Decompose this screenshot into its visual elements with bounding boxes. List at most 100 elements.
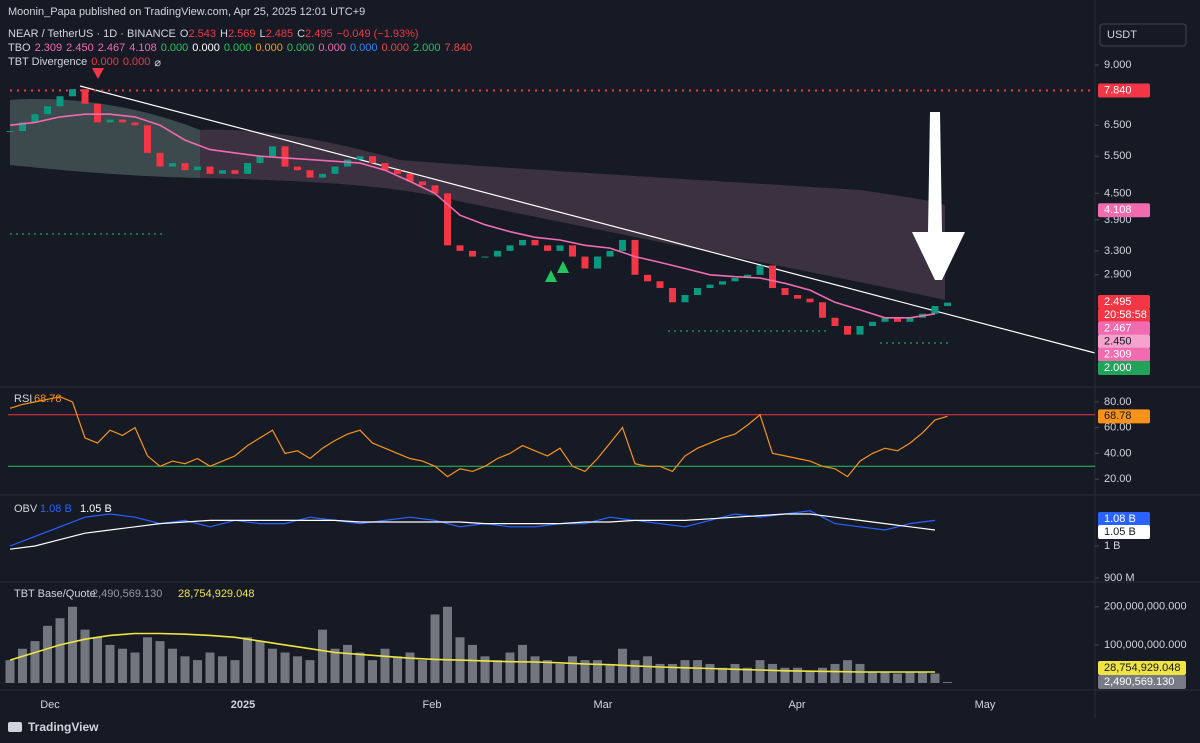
volume-bar bbox=[105, 644, 115, 683]
price-label: 20:58:58 bbox=[1104, 309, 1147, 321]
divergence-name[interactable]: TBT Divergence bbox=[8, 56, 88, 68]
volume-bar bbox=[868, 671, 877, 683]
candle bbox=[594, 256, 601, 269]
volume-bar bbox=[630, 660, 640, 683]
candle bbox=[606, 250, 614, 257]
obv-line bbox=[9, 513, 936, 550]
volume-bar bbox=[743, 667, 752, 683]
volume-bar bbox=[543, 660, 552, 683]
volume-bar bbox=[243, 637, 252, 683]
volume-bar bbox=[918, 671, 927, 683]
candle bbox=[69, 89, 76, 97]
volume-bar bbox=[205, 652, 215, 683]
candle bbox=[369, 156, 376, 164]
volume-bar bbox=[718, 667, 727, 683]
publisher-line: Moonin_Papa published on TradingView.com… bbox=[8, 6, 365, 18]
legend-divergence: TBT Divergence 0.000 0.000 ⌀ bbox=[8, 56, 161, 69]
volume-bar bbox=[505, 652, 515, 683]
candle bbox=[844, 325, 851, 335]
candle bbox=[244, 163, 251, 174]
obv-name: OBV bbox=[14, 503, 38, 515]
symbol[interactable]: NEAR / TetherUS · 1D · BINANCE bbox=[8, 28, 176, 40]
candle bbox=[881, 317, 889, 322]
candle bbox=[444, 193, 451, 246]
candle bbox=[319, 173, 326, 178]
volume-bar bbox=[655, 663, 665, 683]
candle bbox=[406, 173, 414, 182]
volume-ma-value: 28,754,929.048 bbox=[178, 588, 254, 600]
volume-ma bbox=[9, 632, 935, 673]
volume-bar bbox=[55, 618, 65, 683]
tbo-value: 7.840 bbox=[444, 42, 473, 54]
candle bbox=[806, 298, 814, 303]
volume-bar bbox=[280, 652, 290, 683]
brand-logo bbox=[8, 722, 22, 732]
price-label: 28,754,929.048 bbox=[1104, 662, 1180, 674]
x-tick-label: Feb bbox=[423, 699, 442, 711]
y-tick-label: 3.300 bbox=[1104, 245, 1132, 257]
divergence-value: 0.000 bbox=[91, 56, 119, 68]
price-label-box bbox=[1098, 661, 1186, 675]
y-tick-label: 900 M bbox=[1104, 572, 1135, 584]
tbo-value: 2.000 bbox=[413, 42, 441, 54]
buy-marker bbox=[557, 261, 569, 273]
volume-bar bbox=[893, 673, 902, 683]
volume-bar bbox=[93, 637, 102, 683]
tbo-name[interactable]: TBO bbox=[8, 42, 31, 54]
volume-bar bbox=[493, 660, 502, 683]
volume-bar bbox=[468, 644, 477, 683]
candle bbox=[519, 239, 526, 246]
candle bbox=[656, 281, 664, 289]
price-label: 1.08 B bbox=[1104, 513, 1136, 525]
candle bbox=[794, 295, 801, 299]
y-tick-label: 4.500 bbox=[1104, 187, 1132, 199]
y-tick-label: 100,000,000.000 bbox=[1104, 639, 1187, 651]
divergence-value: 0.000 bbox=[122, 56, 151, 68]
candle bbox=[831, 317, 839, 326]
ohlc-item: L2.485 bbox=[259, 28, 293, 40]
volume-name: TBT Base/Quote bbox=[14, 588, 96, 600]
price-label-box bbox=[1098, 675, 1186, 689]
y-tick-label: 6.500 bbox=[1104, 119, 1132, 131]
price-label: 2.450 bbox=[1104, 336, 1132, 348]
obv-legend-value: 1.05 B bbox=[80, 503, 112, 515]
tbo-value: 4.108 bbox=[129, 42, 157, 54]
candle bbox=[531, 239, 539, 246]
volume-bar bbox=[668, 663, 677, 683]
volume-bar bbox=[643, 656, 652, 683]
volume-bar bbox=[480, 656, 490, 683]
candle bbox=[94, 103, 101, 123]
tbo-value: 2.467 bbox=[97, 42, 126, 54]
volume-bar bbox=[568, 656, 577, 683]
candle bbox=[381, 163, 389, 171]
volume-bar bbox=[143, 637, 152, 683]
volume-bar bbox=[705, 663, 715, 683]
price-label-box bbox=[1098, 334, 1150, 349]
volume-bar bbox=[780, 667, 790, 683]
volume-bar bbox=[30, 641, 40, 683]
candle bbox=[769, 265, 776, 289]
sell-marker bbox=[92, 68, 104, 79]
divergence-symbol: ⌀ bbox=[154, 57, 161, 69]
price-label-box bbox=[1098, 321, 1150, 336]
candle bbox=[194, 166, 201, 171]
candle bbox=[506, 245, 514, 251]
candle bbox=[644, 274, 651, 282]
currency: USDT bbox=[1107, 29, 1137, 41]
candle bbox=[756, 265, 764, 275]
candle bbox=[281, 146, 289, 167]
y-tick-label: 60.00 bbox=[1104, 422, 1132, 434]
volume-bar bbox=[418, 660, 427, 683]
price-label: 2.495 bbox=[1104, 296, 1132, 308]
ohlc-value: 2.543 bbox=[188, 28, 216, 40]
volume-bar bbox=[230, 660, 240, 683]
volume-bar bbox=[605, 663, 615, 683]
ohlc-key: H bbox=[220, 28, 228, 40]
moving-average bbox=[9, 113, 936, 319]
volume-bar bbox=[405, 652, 415, 683]
candle bbox=[469, 250, 476, 257]
price-label: 2.309 bbox=[1104, 349, 1132, 361]
